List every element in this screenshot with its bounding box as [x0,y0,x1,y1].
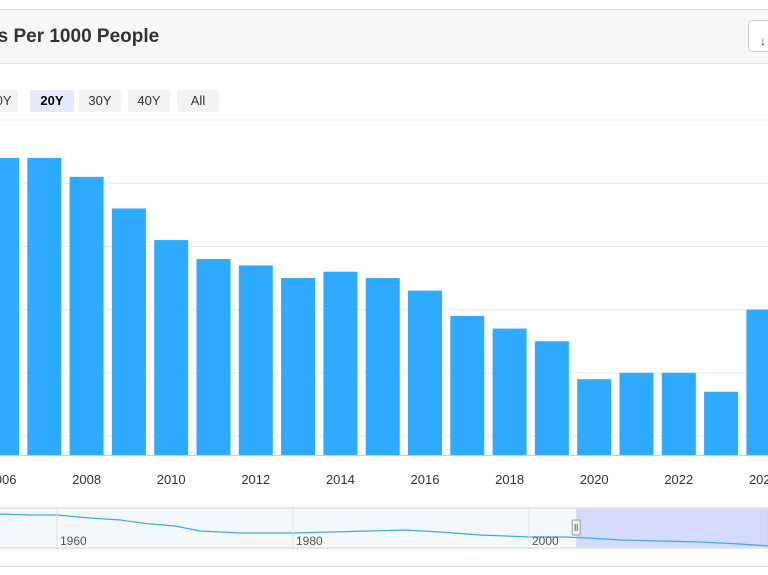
navigator-line [0,513,768,547]
bar [365,278,400,455]
bar [704,391,739,455]
x-tick-label: 2006 [0,472,16,487]
bar [238,265,273,455]
bar [27,157,62,455]
bar [408,290,442,455]
x-tick-label: 2020 [580,472,609,487]
navigator-tick-label: 1960 [60,534,87,548]
range-button-30y[interactable]: 30Y [79,90,121,112]
bar [69,176,104,456]
x-tick-label: 2012 [241,472,270,487]
navigator-handle-left[interactable] [571,519,581,536]
navigator-selection [576,509,768,547]
bar [323,271,358,455]
x-tick-label: 2022 [664,472,693,487]
bar [0,157,19,455]
x-tick-label: 2014 [326,472,355,487]
x-tick-label: 2024 [749,472,768,487]
x-tick-label: 2008 [72,472,101,487]
navigator-background [0,509,588,547]
bar [661,372,696,455]
bar [492,328,527,455]
x-tick-label: 2016 [411,472,440,487]
download-icon: ↓ [760,34,766,48]
bar [154,240,189,455]
chart-title: ns Per 1000 People [0,26,160,47]
navigator-tick-label: 1980 [296,534,323,548]
chart-menu-button[interactable]: ↓ [748,20,768,52]
bar [534,341,569,455]
bar [450,315,485,455]
bar [196,259,231,455]
range-button-10y[interactable]: 10Y [0,90,18,112]
bar [619,372,654,455]
bar [746,309,768,455]
x-tick-label: 2010 [157,472,186,487]
x-tick-label: 2018 [495,472,524,487]
chart-header: ns Per 1000 People ↓ [0,10,768,64]
bar [111,208,146,455]
range-button-40y[interactable]: 40Y [128,90,170,112]
bar [281,278,316,455]
range-button-all[interactable]: All [177,90,219,112]
bar [577,379,612,455]
range-button-20y[interactable]: 20Y [30,90,74,112]
navigator-tick-label: 2000 [532,534,559,548]
